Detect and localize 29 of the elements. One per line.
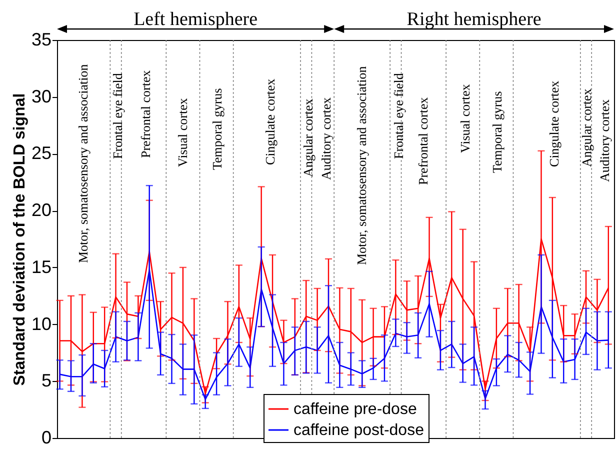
annotation: Prefrontal cortex <box>138 70 154 158</box>
y-tick-label: 0 <box>41 428 52 448</box>
annotation: Angular cortex <box>579 88 594 167</box>
y-tick-label: 5 <box>41 370 52 391</box>
annotation: Frontal eye field <box>391 72 406 159</box>
annotation: Visual cortex <box>174 98 190 167</box>
y-tick-label: 10 <box>31 314 52 334</box>
y-tick-label: 35 <box>31 30 52 50</box>
y-tick-label: 15 <box>31 256 52 277</box>
y-axis-title: Standard deviation of the BOLD signal <box>11 93 28 386</box>
annotation: Auditory cortex <box>318 96 334 180</box>
annotation: Prefrontal cortex <box>416 96 431 185</box>
annotation: Auditory cortex <box>597 98 612 182</box>
text: Left hemisphere <box>134 9 258 30</box>
y-tick-label: 25 <box>31 143 52 164</box>
legend-label: caffeine pre-dose <box>294 401 417 418</box>
annotation: Cingulate cortex <box>262 78 278 165</box>
annotation: Temporal gyrus <box>210 88 225 170</box>
y-tick-label: 30 <box>31 86 52 106</box>
annotation: Visual cortex <box>458 84 473 153</box>
y-tick-label: 20 <box>31 200 52 220</box>
annotation: Angular cortex <box>300 98 316 177</box>
annotation: Temporal gyrus <box>490 91 505 173</box>
annotation: Motor, somatosensory and association <box>354 66 370 265</box>
annotation: Motor, somatosensory and association <box>75 64 90 263</box>
text: Right hemisphere <box>406 9 542 30</box>
annotation: Frontal eye field <box>110 72 126 159</box>
annotation: Cingulate cortex <box>546 80 562 167</box>
legend-label: caffeine post-dose <box>294 422 424 439</box>
